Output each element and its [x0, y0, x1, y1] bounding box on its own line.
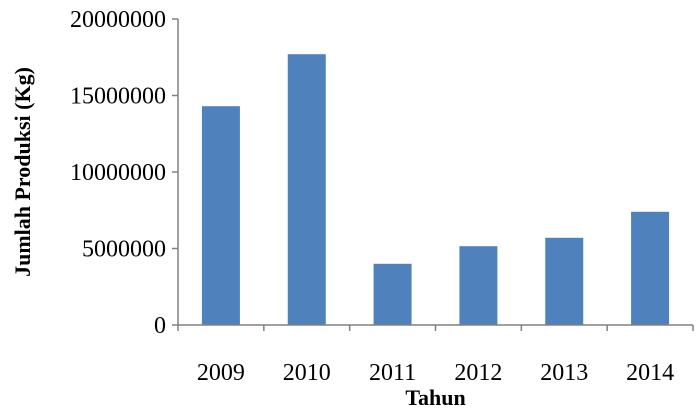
x-axis-ticks: 2009 2010 2011 2012 2013 2014 — [177, 325, 694, 386]
x-tick-label: 2014 — [626, 360, 674, 386]
y-tick-label: 20000000 — [70, 7, 166, 33]
bar-2012 — [459, 246, 498, 325]
y-axis-title: Jumlah Produksi (Kg) — [10, 67, 35, 277]
y-tick-label: 0 — [154, 313, 166, 339]
bar-2009 — [201, 106, 240, 326]
x-tick-label: 2011 — [369, 360, 416, 386]
x-axis-title: Tahun — [405, 385, 465, 410]
x-tick-label: 2013 — [540, 360, 588, 386]
y-tick-label: 15000000 — [70, 84, 166, 110]
y-tick-label: 5000000 — [82, 237, 166, 263]
bar-2011 — [373, 263, 412, 325]
y-axis-ticks: 0 5000000 10000000 15000000 20000000 — [70, 7, 178, 339]
x-tick-label: 2012 — [454, 360, 502, 386]
bar-2013 — [545, 237, 584, 325]
bars — [201, 54, 670, 326]
bar-2010 — [287, 54, 326, 325]
x-tick-label: 2009 — [197, 360, 245, 386]
y-tick-label: 10000000 — [70, 160, 166, 186]
bar-2014 — [631, 211, 670, 325]
x-tick-label: 2010 — [283, 360, 331, 386]
